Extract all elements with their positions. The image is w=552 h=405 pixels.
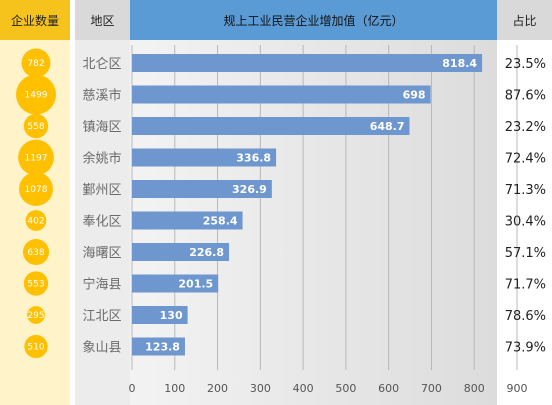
- enterprise-count-bubble: [23, 271, 49, 296]
- bar: [132, 54, 483, 72]
- bar: [132, 85, 431, 104]
- region-label: 象山县: [82, 341, 121, 356]
- bar: [132, 306, 188, 324]
- bar: [132, 148, 277, 167]
- enterprise-count-label: 553: [27, 280, 44, 290]
- region-label: 宁海县: [82, 277, 121, 293]
- enterprise-count-bubble: [18, 139, 54, 176]
- enterprise-count-label: 558: [27, 122, 44, 132]
- bar-value-label: 201.5: [178, 278, 213, 291]
- enterprise-count-label: 782: [27, 59, 44, 69]
- region-label: 江北区: [82, 309, 121, 324]
- bar-value-label: 326.9: [232, 183, 267, 196]
- x-tick-label: 800: [464, 382, 485, 395]
- enterprise-count-bubble: [21, 48, 51, 78]
- enterprise-count-label: 1078: [25, 185, 48, 195]
- bar: [132, 211, 243, 230]
- x-tick-label: 300: [250, 382, 271, 395]
- x-tick-label: 600: [378, 382, 399, 395]
- bar: [132, 243, 230, 261]
- enterprise-count-label: 402: [27, 217, 44, 227]
- bar-value-label: 648.7: [370, 120, 405, 133]
- enterprise-count-label: 638: [27, 248, 44, 258]
- enterprise-count-bubble: [16, 74, 56, 115]
- bars: 818.4 698 648.7 336.8 326.9 258.4 226.8 201.5 13…: [132, 54, 483, 356]
- share-label: 72.4%: [505, 152, 546, 167]
- enterprise-count-bubble: [25, 210, 47, 231]
- share-labels: 23.5% 87.6% 23.2% 72.4% 71.3% 30.4% 57.1% 71.7%…: [505, 57, 546, 356]
- bar: [132, 180, 272, 198]
- share-label: 87.6%: [505, 89, 546, 104]
- share-label: 78.6%: [505, 309, 546, 324]
- share-label: 30.4%: [505, 215, 546, 230]
- bar: [132, 337, 185, 356]
- bar-value-label: 336.8: [236, 152, 271, 165]
- enterprise-count-bubbles: 782 1499 558 1197 1078 402 638 553 295 510: [16, 48, 56, 359]
- region-label: 奉化区: [82, 215, 121, 230]
- region-label: 余姚市: [82, 151, 121, 167]
- bar-value-label: 818.4: [442, 57, 477, 70]
- enterprise-count-bubble: [24, 334, 48, 359]
- bar-value-label: 226.8: [189, 246, 224, 259]
- region-label: 镇海区: [82, 120, 121, 135]
- region-label: 慈溪市: [82, 88, 121, 104]
- enterprise-count-bubble: [22, 238, 50, 266]
- header-enterprise-count: 企业数量: [0, 0, 70, 40]
- region-label: 鄞州区: [82, 183, 121, 198]
- bar: [132, 274, 219, 293]
- bar: [132, 117, 410, 135]
- enterprise-count-bubble: [27, 306, 45, 324]
- x-axis-ticks: 0 100 200 300 400 500 600 700 800 900: [129, 382, 528, 395]
- bar-value-label: 123.8: [145, 341, 180, 354]
- region-label: 海曙区: [82, 246, 121, 261]
- share-label: 73.9%: [505, 341, 546, 356]
- share-label: 71.3%: [505, 183, 546, 198]
- share-column: [497, 40, 552, 405]
- x-tick-label: 500: [335, 382, 356, 395]
- x-tick-label: 200: [207, 382, 228, 395]
- x-tick-label: 100: [164, 382, 185, 395]
- bar-value-label: 258.4: [203, 215, 238, 228]
- enterprise-count-label: 295: [27, 311, 44, 321]
- x-tick-label: 900: [507, 382, 528, 395]
- region-label: 北仑区: [82, 57, 121, 72]
- header-share: 占比: [497, 0, 552, 40]
- x-tick-label: 700: [421, 382, 442, 395]
- enterprise-count-bubble: [19, 172, 53, 206]
- enterprise-count-bubble: [23, 113, 49, 139]
- share-label: 23.2%: [505, 120, 546, 135]
- x-tick-label: 0: [129, 382, 136, 395]
- chart-title: 规上工业民营企业增加值（亿元）: [130, 0, 497, 40]
- share-label: 71.7%: [505, 278, 546, 293]
- enterprise-count-label: 1197: [25, 154, 48, 164]
- bar-value-label: 130: [160, 309, 183, 322]
- share-label: 23.5%: [505, 57, 546, 72]
- x-tick-label: 400: [293, 382, 314, 395]
- bar-value-label: 698: [403, 89, 426, 102]
- header-region: 地区: [75, 0, 130, 40]
- share-label: 57.1%: [505, 246, 546, 261]
- enterprise-count-label: 510: [27, 343, 44, 353]
- region-column: [75, 40, 130, 405]
- enterprise-count-label: 1499: [25, 91, 48, 101]
